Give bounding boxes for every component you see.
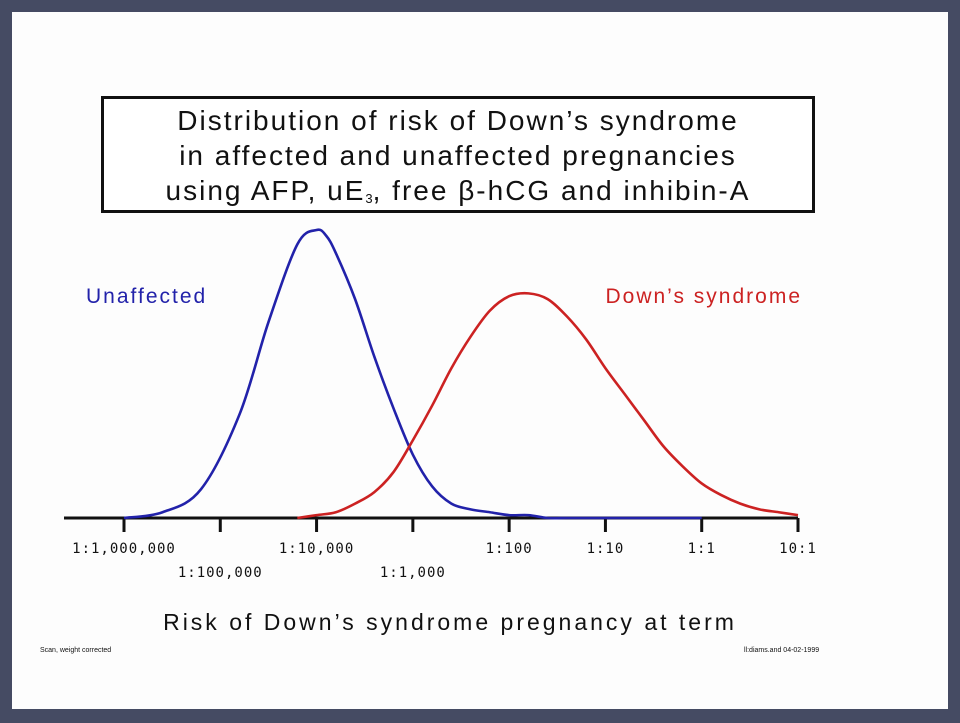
x-tick-label-7: 10:1 <box>779 541 817 557</box>
legend-label-downs-syndrome: Down’s syndrome <box>605 285 802 308</box>
footnote-right: ll:diams.and 04-02-1999 <box>744 647 820 654</box>
chart-title-line-3-a: using AFP, uE <box>165 175 366 206</box>
series-line-unaffected <box>123 228 702 520</box>
x-tick-label-6: 1:1 <box>688 541 716 557</box>
slide: Distribution of risk of Down’s syndrome … <box>12 12 948 709</box>
x-tick-label-0: 1:1,000,000 <box>72 541 176 557</box>
chart-title-line-3: using AFP, uE3, free β-hCG and inhibin-A <box>104 173 812 216</box>
x-tick-label-3: 1:1,000 <box>380 565 446 581</box>
x-tick-label-1: 1:100,000 <box>178 565 263 581</box>
chart-title-line-3-b: , free β-hCG and inhibin-A <box>372 175 751 206</box>
x-axis-label: Risk of Down’s syndrome pregnancy at ter… <box>163 609 737 635</box>
chart-title-line-2: in affected and unaffected pregnancies <box>179 140 737 171</box>
chart-title-line-1: Distribution of risk of Down’s syndrome <box>177 105 739 136</box>
footnote-left: Scan, weight corrected <box>40 647 112 654</box>
x-tick-label-4: 1:100 <box>486 541 533 557</box>
chart-title-subscript: 3 <box>365 191 373 206</box>
series-line-downs-syndrome <box>297 291 799 520</box>
x-tick-label-2: 1:10,000 <box>279 541 354 557</box>
x-tick-label-5: 1:10 <box>587 541 625 557</box>
legend-label-unaffected: Unaffected <box>86 285 207 308</box>
chart-title-box: Distribution of risk of Down’s syndrome … <box>101 96 815 213</box>
